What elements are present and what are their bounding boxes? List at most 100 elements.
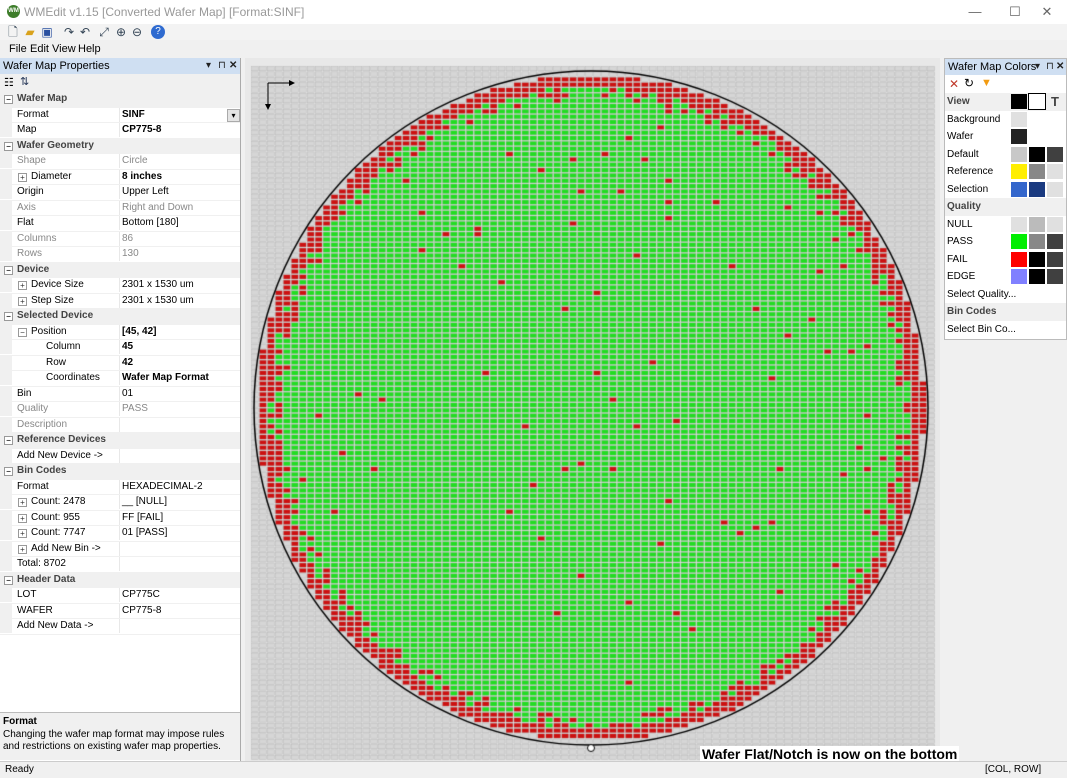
color-swatch[interactable] [1047, 269, 1063, 284]
color-swatch[interactable] [1011, 146, 1027, 162]
property-category[interactable]: − Header Data [0, 572, 240, 588]
property-category[interactable]: − Bin Codes [0, 464, 240, 480]
color-swatch[interactable] [1029, 181, 1045, 197]
property-value[interactable]: 8 inches [122, 170, 163, 182]
property-row[interactable]: Origin Upper Left [0, 185, 240, 201]
property-row[interactable]: Quality PASS [0, 402, 240, 418]
color-swatch[interactable] [1011, 164, 1027, 179]
property-category[interactable]: − Wafer Geometry [0, 138, 240, 154]
expand-icon[interactable]: + [18, 296, 27, 306]
color-row[interactable]: Select Quality... [945, 286, 1066, 304]
color-swatch[interactable] [1011, 216, 1027, 232]
zoom-out-icon[interactable]: ⊖ [131, 25, 143, 39]
collapse-icon[interactable]: − [4, 575, 13, 585]
filter-icon[interactable]: ▼ [981, 77, 992, 89]
property-value[interactable]: Circle [122, 155, 148, 166]
property-row[interactable]: − Position [45, 42] [0, 324, 240, 340]
property-row[interactable]: Coordinates Wafer Map Format [0, 371, 240, 387]
property-row[interactable]: WAFER CP775-8 [0, 603, 240, 619]
categorized-icon[interactable]: ☷ [4, 77, 14, 89]
color-row[interactable]: Background [945, 111, 1066, 129]
color-swatch[interactable] [1029, 251, 1045, 267]
property-value[interactable]: [45, 42] [122, 325, 157, 337]
collapse-icon[interactable]: − [4, 141, 13, 151]
property-row[interactable]: Row 42 [0, 355, 240, 371]
expand-icon[interactable]: + [18, 281, 27, 290]
property-value[interactable]: 130 [122, 248, 139, 259]
property-value[interactable]: __ [NULL] [122, 496, 168, 507]
color-swatch[interactable] [1047, 146, 1063, 162]
menu-view[interactable]: View [52, 43, 76, 55]
expand-icon[interactable]: + [18, 529, 27, 538]
property-row[interactable]: + Diameter 8 inches [0, 169, 240, 185]
property-row[interactable]: Format HEXADECIMAL-2 [0, 479, 240, 495]
save-icon[interactable]: ▣ [41, 25, 53, 39]
color-swatch[interactable] [1011, 94, 1027, 109]
text-color-icon[interactable]: T [1051, 94, 1059, 109]
property-category[interactable]: − Wafer Map [0, 92, 240, 108]
property-row[interactable]: Bin 01 [0, 386, 240, 402]
property-value[interactable]: 42 [122, 356, 134, 368]
collapse-icon[interactable]: − [4, 265, 13, 275]
property-row[interactable]: Axis Right and Down [0, 200, 240, 216]
color-row[interactable]: Reference [945, 163, 1066, 181]
color-row[interactable]: Selection [945, 181, 1066, 199]
property-category[interactable]: − Reference Devices [0, 433, 240, 449]
dropdown-arrow-icon[interactable]: ▾ [227, 108, 240, 122]
color-swatch[interactable] [1011, 251, 1027, 267]
refresh-icon[interactable]: ↻ [964, 76, 975, 90]
property-row[interactable]: Add New Device -> [0, 448, 240, 464]
close-icon[interactable]: ✕ [229, 60, 238, 71]
property-value[interactable]: SINF [122, 108, 145, 120]
color-swatch[interactable] [1011, 111, 1027, 127]
pin-icon[interactable]: ⊓ [1046, 61, 1054, 72]
property-value[interactable]: Wafer Map Format [122, 372, 209, 383]
pin-icon[interactable]: ⊓ [218, 60, 226, 71]
property-row[interactable]: Total: 8702 [0, 557, 240, 573]
color-swatch[interactable] [1029, 146, 1045, 162]
color-swatch[interactable] [1047, 234, 1063, 249]
color-swatch[interactable] [1028, 93, 1046, 110]
property-row[interactable]: + Count: 7747 01 [PASS] [0, 526, 240, 542]
remove-icon[interactable]: ✕ [949, 77, 960, 91]
color-row[interactable]: FAIL [945, 251, 1066, 269]
wafer-map-canvas[interactable] [245, 58, 940, 761]
property-category[interactable]: − Device [0, 262, 240, 278]
property-value[interactable]: CP775-8 [122, 124, 162, 135]
color-swatch[interactable] [1011, 129, 1027, 144]
close-icon[interactable]: ✕ [1056, 61, 1065, 72]
fit-icon[interactable]: ⤢ [99, 25, 109, 39]
collapse-icon[interactable]: − [4, 312, 13, 321]
property-row[interactable]: Column 45 [0, 340, 240, 356]
color-swatch[interactable] [1011, 181, 1027, 197]
property-value[interactable]: PASS [122, 403, 148, 414]
color-section[interactable]: Bin Codes [945, 303, 1066, 321]
collapse-icon[interactable]: − [4, 95, 13, 104]
property-value[interactable]: CP775-8 [122, 604, 162, 616]
property-row[interactable]: Rows 130 [0, 247, 240, 263]
close-button[interactable]: ✕ [1041, 4, 1053, 19]
color-swatch[interactable] [1011, 234, 1027, 249]
wafer-map-view[interactable] [245, 58, 940, 761]
color-section[interactable]: View T [945, 93, 1066, 111]
color-swatch[interactable] [1047, 216, 1063, 232]
sort-az-icon[interactable]: ⇅ [20, 76, 30, 88]
property-row[interactable]: Columns 86 [0, 231, 240, 247]
color-swatch[interactable] [1047, 181, 1063, 197]
color-section[interactable]: Quality [945, 198, 1066, 216]
property-row[interactable]: Map CP775-8 [0, 123, 240, 139]
property-row[interactable]: + Count: 955 FF [FAIL] [0, 510, 240, 526]
color-swatch[interactable] [1029, 164, 1045, 179]
property-value[interactable]: 45 [122, 341, 134, 352]
property-row[interactable]: + Device Size 2301 x 1530 um [0, 278, 240, 294]
open-icon[interactable]: ▰ [25, 25, 35, 39]
expand-icon[interactable]: + [18, 513, 27, 523]
redo-icon[interactable]: ↷ [63, 25, 75, 39]
color-row[interactable]: Wafer [945, 128, 1066, 146]
property-value[interactable]: 2301 x 1530 um [122, 294, 194, 306]
property-value[interactable]: 01 [PASS] [122, 527, 168, 538]
menu-file[interactable]: File [9, 43, 27, 55]
new-icon[interactable]: 🗋 [8, 25, 18, 39]
property-value[interactable]: 01 [122, 387, 134, 399]
dropdown-icon[interactable]: ▾ [1035, 61, 1041, 72]
